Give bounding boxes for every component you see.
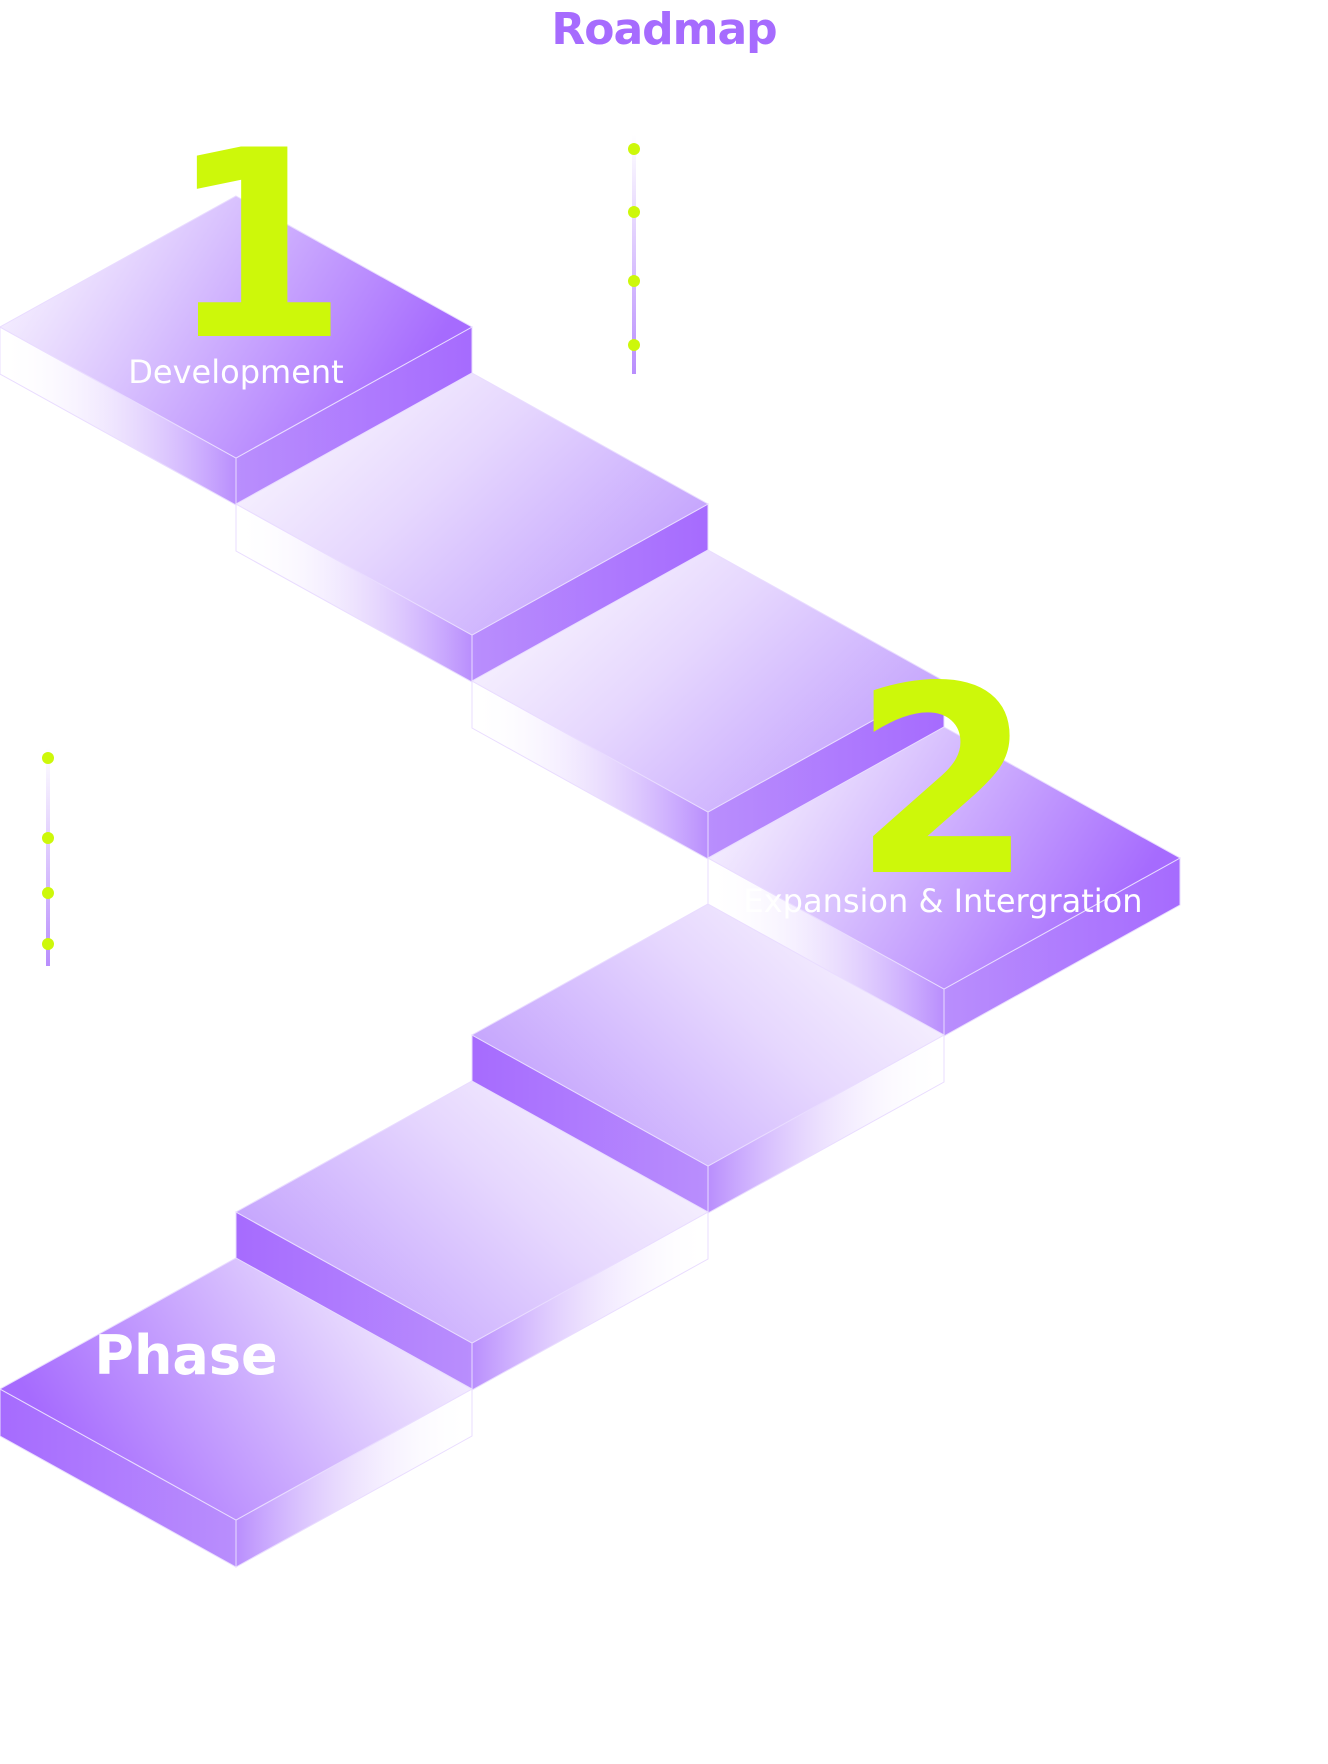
step-6 [234, 1080, 710, 1391]
timeline-rail-1 [628, 135, 640, 374]
step-5 [470, 903, 946, 1214]
step-top [706, 726, 1182, 990]
page-title: Roadmap [551, 4, 777, 55]
roadmap-steps [0, 195, 1182, 1568]
step-top [234, 1080, 710, 1344]
step-top [0, 195, 474, 459]
timeline-rail-2 [42, 748, 54, 966]
step-3 [470, 549, 946, 860]
step-top [470, 903, 946, 1167]
step-top [0, 1257, 474, 1521]
step-top [234, 372, 710, 636]
step-top [470, 549, 946, 813]
step-7 [0, 1257, 474, 1568]
phase-2-label: Expansion & Intergration [744, 882, 1143, 920]
step-2 [234, 372, 710, 683]
step-1 [0, 195, 474, 506]
phase-word: Phase [94, 1324, 277, 1387]
step-4 [706, 726, 1182, 1037]
phase-1-number: 1 [168, 96, 349, 398]
phase-2-number: 2 [853, 632, 1034, 934]
phase-1-label: Development [128, 353, 343, 391]
